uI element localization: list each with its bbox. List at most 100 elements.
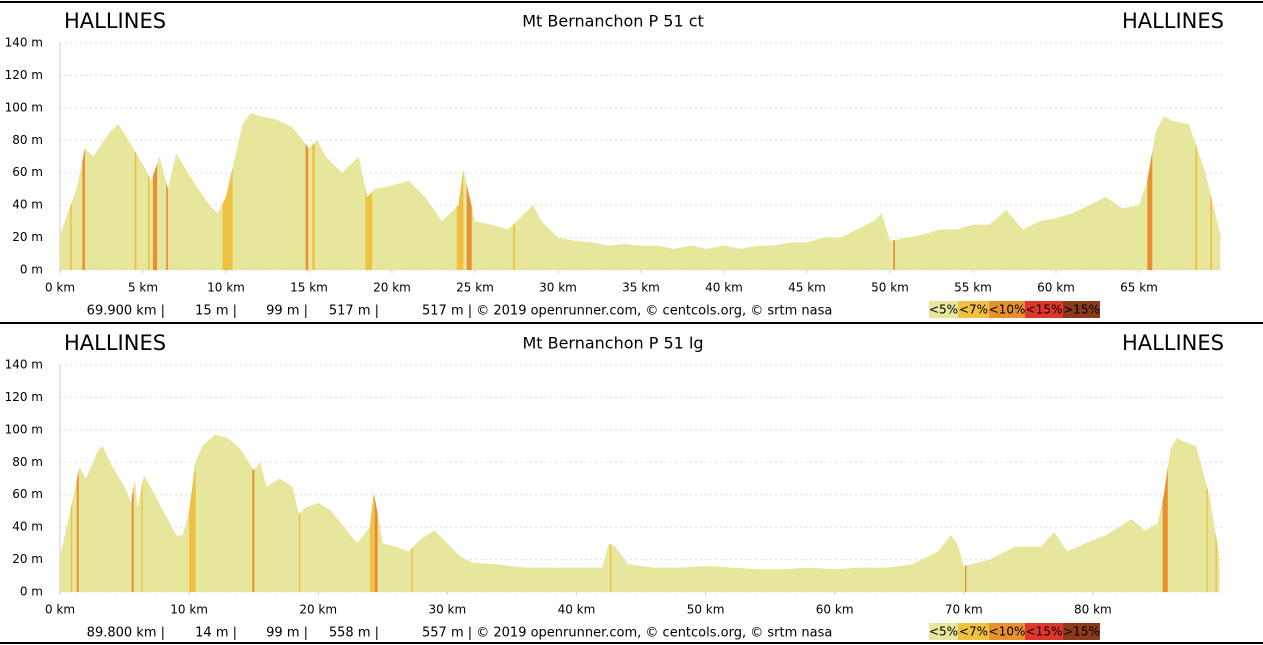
- grade-segment: [69, 112, 72, 270]
- y-tick-label: 120 m: [5, 390, 43, 404]
- grade-segment: [147, 112, 150, 270]
- grade-segment: [965, 434, 967, 592]
- legend-swatch: [1063, 301, 1100, 318]
- y-tick-label: 20 m: [12, 230, 43, 244]
- grade-segment: [222, 112, 233, 270]
- y-tick-label: 100 m: [5, 422, 43, 436]
- legend-label: <7%: [959, 625, 988, 639]
- legend-swatch: [989, 623, 1025, 640]
- x-tick-label: 20 km: [299, 603, 337, 617]
- y-tick-label: 0 m: [20, 263, 43, 277]
- stat: 99 m |: [266, 304, 308, 319]
- grade-segment: [365, 112, 373, 270]
- stat: 89.800 km |: [87, 626, 165, 641]
- y-tick-label: 20 m: [12, 552, 43, 566]
- stat: 558 m |: [329, 626, 379, 641]
- grade-segment: [189, 434, 196, 592]
- legend-label: >15%: [1063, 303, 1100, 317]
- x-tick-label: 30 km: [428, 603, 466, 617]
- x-tick-label: 30 km: [539, 281, 577, 295]
- legend-swatch: [989, 301, 1025, 318]
- y-tick-label: 140 m: [5, 358, 43, 372]
- x-tick-label: 35 km: [622, 281, 660, 295]
- y-tick-label: 100 m: [5, 100, 43, 114]
- grade-segment: [369, 434, 374, 592]
- stat: 14 m |: [195, 626, 237, 641]
- stat: 517 m |: [329, 304, 379, 319]
- grade-segment: [76, 434, 79, 592]
- grade-segment: [893, 112, 895, 270]
- y-tick-label: 60 m: [12, 165, 43, 179]
- y-tick-label: 80 m: [12, 133, 43, 147]
- legend-label: >15%: [1063, 625, 1100, 639]
- y-tick-label: 60 m: [12, 487, 43, 501]
- chart-title: Mt Bernanchon P 51 lg: [522, 334, 703, 353]
- y-tick-label: 40 m: [12, 198, 43, 212]
- grade-segment: [166, 112, 168, 270]
- legend-swatch: [958, 623, 989, 640]
- elevation-chart: HALLINES HALLINES Mt Bernanchon P 51 lg 0 m…: [5, 331, 1224, 641]
- stat: 15 m |: [195, 304, 237, 319]
- grade-segment: [411, 434, 413, 592]
- grade-segment: [82, 112, 85, 270]
- y-tick-label: 120 m: [5, 68, 43, 82]
- grade-segment: [252, 434, 255, 592]
- x-tick-label: 15 km: [290, 281, 328, 295]
- x-tick-label: 10 km: [207, 281, 245, 295]
- grade-segment: [610, 434, 612, 592]
- legend-swatch: [929, 301, 958, 318]
- stat: 99 m |: [266, 626, 308, 641]
- grade-segment: [312, 112, 315, 270]
- grade-segment: [1206, 434, 1208, 592]
- grade-segment: [513, 112, 515, 270]
- elevation-area: [60, 112, 1221, 270]
- x-tick-label: 20 km: [373, 281, 411, 295]
- x-tick-label: 0 km: [45, 603, 75, 617]
- x-tick-label: 60 km: [1037, 281, 1075, 295]
- grade-segment: [141, 434, 143, 592]
- stat: 69.900 km |: [87, 304, 165, 319]
- legend-label: <7%: [959, 303, 988, 317]
- y-tick-label: 80 m: [12, 455, 43, 469]
- x-tick-label: 40 km: [705, 281, 743, 295]
- start-label: HALLINES: [64, 9, 166, 33]
- grade-segment: [70, 434, 73, 592]
- grade-segment: [1210, 112, 1213, 270]
- legend-swatch: [1025, 301, 1063, 318]
- y-tick-label: 0 m: [20, 585, 43, 599]
- legend-label: <5%: [929, 625, 958, 639]
- y-tick-label: 40 m: [12, 520, 43, 534]
- grade-segment: [305, 112, 309, 270]
- x-tick-label: 10 km: [170, 603, 208, 617]
- x-tick-label: 5 km: [128, 281, 158, 295]
- legend-swatch: [958, 301, 989, 318]
- legend-swatch: [1025, 623, 1063, 640]
- start-label: HALLINES: [64, 331, 166, 355]
- legend-label: <5%: [929, 303, 958, 317]
- x-tick-label: 60 km: [816, 603, 854, 617]
- grade-segment: [1195, 112, 1198, 270]
- elevation-chart: HALLINES HALLINES Mt Bernanchon P 51 ct 0 m…: [5, 9, 1224, 319]
- legend-label: <10%: [989, 303, 1026, 317]
- x-tick-label: 40 km: [558, 603, 596, 617]
- legend-label: <10%: [989, 625, 1026, 639]
- grade-segment: [152, 112, 158, 270]
- grade-segment: [131, 434, 134, 592]
- grade-segment: [1147, 112, 1153, 270]
- x-tick-label: 50 km: [871, 281, 909, 295]
- legend-swatch: [929, 623, 958, 640]
- stat: 517 m | © 2019 openrunner.com, © centcol…: [422, 304, 832, 319]
- x-tick-label: 25 km: [456, 281, 494, 295]
- chart-title: Mt Bernanchon P 51 ct: [522, 12, 704, 31]
- grade-segment: [298, 434, 301, 592]
- elevation-area: [60, 434, 1220, 592]
- grade-segment: [1162, 434, 1168, 592]
- x-tick-label: 0 km: [45, 281, 75, 295]
- stat: 557 m | © 2019 openrunner.com, © centcol…: [422, 626, 832, 641]
- grade-segment: [374, 434, 378, 592]
- grade-segment: [456, 112, 464, 270]
- legend-label: <15%: [1026, 625, 1063, 639]
- grade-segment: [1215, 434, 1217, 592]
- x-tick-label: 80 km: [1074, 603, 1112, 617]
